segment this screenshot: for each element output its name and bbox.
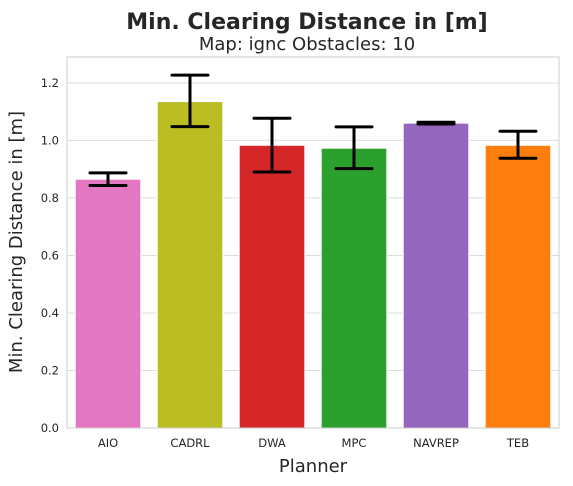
error-bar-cadrl — [170, 73, 210, 129]
error-bar-mpc — [334, 125, 374, 171]
plot-frame — [66, 56, 560, 429]
x-axis-label: Planner — [279, 456, 348, 477]
error-bar-aio — [88, 171, 128, 188]
y-tick-label: 0.4 — [41, 306, 59, 320]
x-tick-label: CADRL — [170, 436, 210, 450]
x-tick-label: MPC — [342, 436, 367, 450]
y-tick-label: 0.8 — [41, 191, 59, 205]
y-tick-label: 1.0 — [41, 133, 59, 147]
error-bar-teb — [498, 129, 538, 160]
bar-cadrl — [156, 101, 224, 429]
error-bar-navrep — [416, 120, 456, 126]
x-tick-label: DWA — [258, 436, 286, 450]
y-axis-label: Min. Clearing Distance in [m] — [6, 111, 27, 373]
x-tick-label: NAVREP — [413, 436, 459, 450]
bar-teb — [484, 144, 552, 429]
y-tick-label: 0.0 — [41, 421, 59, 435]
bar-mpc — [320, 147, 388, 429]
bar-dwa — [238, 144, 306, 429]
y-tick-label: 0.2 — [41, 363, 59, 377]
x-tick-label: TEB — [506, 436, 529, 450]
y-tick-label: 0.6 — [41, 248, 59, 262]
bar-navrep — [402, 122, 470, 429]
bar-aio — [74, 178, 142, 429]
x-tick-label: AIO — [98, 436, 118, 450]
y-tick-label: 1.2 — [41, 76, 59, 90]
tick-labels: 0.0 0.2 0.4 0.6 0.8 1.0 1.2 AIO CADRL DWA MPC NAVRE… — [41, 76, 529, 450]
error-bars — [88, 73, 538, 188]
error-bar-dwa — [252, 116, 292, 174]
chart-subtitle: Map: ignc Obstacles: 10 — [199, 34, 415, 55]
chart-suptitle: Min. Clearing Distance in [m] — [126, 10, 487, 35]
